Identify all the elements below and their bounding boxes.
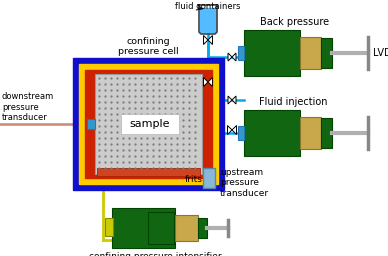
Bar: [244, 110, 300, 156]
Bar: [79, 64, 218, 184]
Bar: [200, 8, 216, 32]
Bar: [148, 212, 174, 244]
Bar: [85, 70, 212, 178]
Bar: [87, 119, 95, 129]
Bar: [73, 58, 224, 190]
Polygon shape: [228, 53, 232, 61]
Bar: [321, 118, 332, 148]
Bar: [97, 168, 200, 176]
Text: downstream
pressure
transducer: downstream pressure transducer: [2, 92, 54, 122]
Polygon shape: [232, 53, 236, 61]
Bar: [238, 46, 244, 60]
Bar: [244, 30, 300, 76]
Polygon shape: [232, 96, 236, 104]
Bar: [300, 117, 321, 149]
Bar: [175, 215, 198, 241]
Polygon shape: [208, 78, 213, 87]
Bar: [112, 208, 175, 248]
Text: fluid containers: fluid containers: [175, 2, 241, 11]
Bar: [203, 168, 215, 188]
Bar: [321, 38, 332, 68]
Bar: [238, 126, 244, 140]
Bar: [300, 37, 321, 69]
Text: frits: frits: [185, 175, 203, 184]
Polygon shape: [203, 36, 208, 45]
Polygon shape: [227, 125, 232, 134]
Polygon shape: [228, 96, 232, 104]
Text: upstream
pressure
transducer: upstream pressure transducer: [220, 168, 269, 198]
Polygon shape: [232, 125, 237, 134]
Bar: [121, 114, 178, 134]
Polygon shape: [208, 36, 213, 45]
Bar: [95, 74, 202, 174]
Text: confining pressure intensifier: confining pressure intensifier: [89, 252, 221, 256]
Text: LVDT: LVDT: [373, 48, 388, 58]
Bar: [105, 218, 113, 236]
Polygon shape: [203, 78, 208, 87]
Text: Back pressure: Back pressure: [260, 17, 329, 27]
Text: confining
pressure cell: confining pressure cell: [118, 37, 178, 56]
Text: sample: sample: [129, 119, 170, 129]
Text: Fluid injection: Fluid injection: [259, 97, 327, 107]
Bar: [198, 218, 207, 238]
